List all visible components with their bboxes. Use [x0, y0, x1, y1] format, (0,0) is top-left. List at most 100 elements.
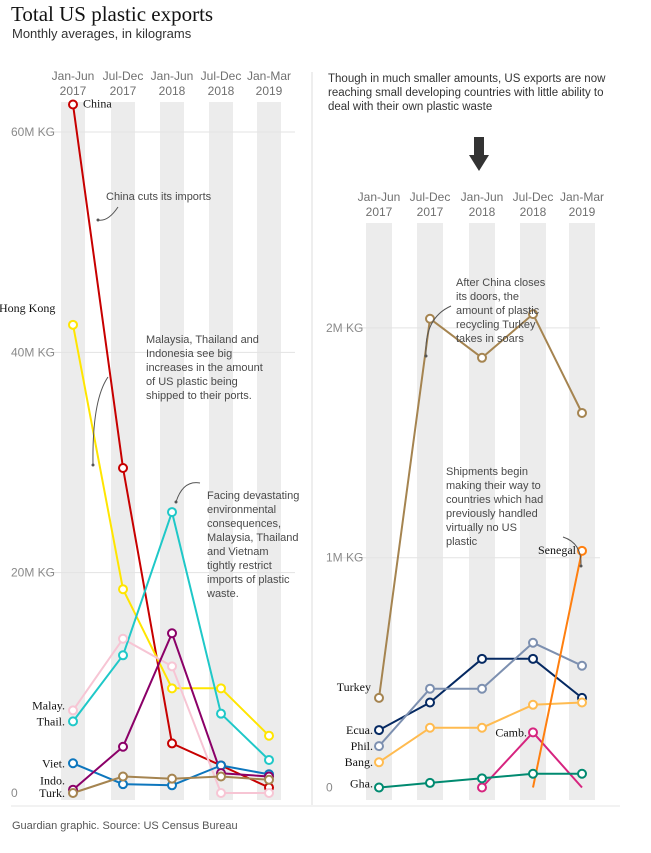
panel-2-series-label-senegal: Senegal: [538, 543, 577, 557]
panel-2-data-point-cambodia: [528, 727, 538, 738]
panel-1-period-band: [257, 102, 281, 800]
panel-2-annotation: After China closes its doors, the amount o…: [424, 277, 546, 358]
panel-2-annotation-line: making their way to: [446, 480, 541, 492]
panel-1-series-label-vietnam: Viet.: [42, 756, 65, 770]
panel-2-period-year: 2018: [469, 205, 496, 219]
panel-2-data-point-ghana: [528, 768, 538, 779]
panel-2-data-point-ghana: [477, 773, 487, 784]
panel-1-y-tick-label: 20M KG: [11, 566, 55, 580]
chart-title: Total US plastic exports: [11, 2, 214, 26]
panel-1-series-label-hong-kong: Hong Kong: [0, 301, 55, 315]
panel-2-annotation-line: amount of plastic: [456, 305, 540, 317]
panel-2-data-point-philippines: [577, 660, 587, 671]
panel-1-data-point-china: [68, 99, 78, 110]
panel-1-data-point-china: [167, 738, 177, 749]
panel-1-period-label: Jul-Dec: [103, 69, 144, 83]
panel-2-period-year: 2019: [569, 205, 596, 219]
panel-1-annotation-text: China cuts its imports: [106, 191, 212, 203]
panel-1-data-point-malaysia: [264, 788, 274, 798]
panel-2-series-line-senegal: [532, 550, 583, 788]
panel-2-data-point-bangladesh: [477, 722, 487, 733]
panel-2-annotation-line: Shipments begin: [446, 466, 528, 478]
panel-1-annotation-text: Malaysia, Thailand and Indonesia see big i…: [146, 334, 263, 402]
panel-1-period-band: [61, 102, 85, 800]
panel-2-data-point-ghana: [374, 782, 384, 793]
panel-1-annotation-line: Malaysia, Thailand: [207, 532, 299, 544]
panel-2-period-label: Jan-Jun: [461, 190, 504, 204]
panel-1-data-point-hong-kong: [68, 319, 78, 330]
panel-1-series-label-thailand: Thail.: [37, 714, 65, 728]
panel-1-data-point-thailand: [264, 754, 274, 765]
panel-1-data-point-malaysia: [118, 633, 128, 644]
panel-1-period-label: Jan-Mar: [247, 69, 291, 83]
panel-2-data-point-bangladesh: [528, 699, 538, 710]
panel-1-data-point-hong-kong: [264, 730, 274, 741]
panel-1-annotation-line: environmental: [207, 504, 276, 516]
panel-1-data-point-malaysia: [167, 661, 177, 672]
panel-1-data-point-turkey: [264, 774, 274, 785]
panel-2-annotation-text: After China closes its doors, the amount o…: [456, 277, 546, 345]
panel-2-data-point-ghana: [425, 777, 435, 788]
panel-2-annotation-line: virtually no US: [446, 522, 517, 534]
panel-1-period-label: Jan-Jun: [52, 69, 95, 83]
panel-1-annotation-arrow: [175, 482, 201, 503]
panel-2-period-label: Jan-Mar: [560, 190, 604, 204]
panel-2-annotation-arrowhead: [579, 564, 583, 568]
panel-2-data-point-ecuador: [425, 697, 435, 708]
chart-subtitle: Monthly averages, in kilograms: [12, 26, 192, 41]
panel-1-annotation-line: shipped to their ports.: [146, 390, 252, 402]
panel-1-annotation-line: imports of plastic: [207, 574, 290, 586]
panel-2-period-year: 2018: [520, 205, 547, 219]
panel-1-annotation-line: and Vietnam: [207, 546, 269, 558]
panel-1-annotation-arrow: [92, 376, 109, 466]
panel-2-y-tick-label: 0: [326, 781, 333, 795]
panel-2-data-point-philippines: [374, 741, 384, 752]
panel-2-series-label-turkey: Turkey: [337, 680, 371, 694]
panel-1-period-year: 2017: [60, 84, 87, 98]
panel-2-period-band: [469, 223, 495, 800]
panel-2-period-year: 2017: [366, 205, 393, 219]
panel-1-annotation-line: of US plastic being: [146, 376, 238, 388]
panel-2-annotation-line: its doors, the: [456, 291, 519, 303]
panel-1-series-label-indonesia: Indo.: [40, 774, 65, 788]
panel-2-data-point-turkey: [374, 692, 384, 703]
panel-2-period-label: Jan-Jun: [358, 190, 401, 204]
panel-2-data-point-ecuador: [528, 653, 538, 664]
panel-1-annotation-line: waste.: [206, 588, 239, 600]
panel-2-series-label-philippines: Phil.: [351, 739, 373, 753]
panel-1-annotation-line: increases in the amount: [146, 362, 263, 374]
panel-1-annotation-text: Facing devastating environmental consequen…: [206, 490, 299, 600]
panel-2-data-point-turkey: [425, 313, 435, 324]
panel-2-y-tick-label: 2M KG: [326, 321, 363, 335]
panel-1-data-point-thailand: [118, 650, 128, 661]
panel-1-period-year: 2018: [208, 84, 235, 98]
panel-1-series-label-malaysia: Malay.: [32, 698, 65, 712]
panel-1-annotation-arrowhead: [96, 218, 100, 222]
panel-2-data-point-ecuador: [374, 725, 384, 736]
panel-2-data-point-ecuador: [477, 653, 487, 664]
down-arrow-icon: [469, 137, 489, 171]
panel-1-data-point-turkey: [118, 771, 128, 782]
panel-2-annotation-text: Shipments begin making their way to countr…: [446, 466, 543, 548]
panel-1-annotation-arrow: [97, 206, 119, 221]
down-arrow-head: [469, 155, 489, 171]
panel-2-series-label-ghana: Gha.: [350, 777, 373, 791]
right-panel-intro-text: Though in much smaller amounts, US expor…: [328, 73, 606, 113]
panel-2-data-point-bangladesh: [425, 722, 435, 733]
panel-2-data-point-ghana: [577, 768, 587, 779]
panel-2-series-label-ecuador: Ecua.: [346, 723, 373, 737]
panel-1-data-point-hong-kong: [216, 683, 226, 694]
panel-1-data-point-thailand: [167, 507, 177, 518]
source-note: Guardian graphic. Source: US Census Bure…: [12, 820, 238, 832]
panel-2-series-label-bangladesh: Bang.: [345, 755, 373, 769]
panel-2-annotation-line: previously handled: [446, 508, 538, 520]
panel-1-data-point-vietnam: [68, 758, 78, 769]
panel-1-y-tick-label: 60M KG: [11, 125, 55, 139]
panel-2-annotation-line: countries which had: [446, 494, 543, 506]
panel-2-data-point-bangladesh: [577, 697, 587, 708]
panel-1-annotation-arrowhead: [91, 463, 95, 467]
panel-2-data-point-turkey: [528, 309, 538, 320]
panel-1-annotation-line: Facing devastating: [207, 490, 299, 502]
panel-2-annotation-line: recycling Turkey: [456, 319, 536, 331]
panel-1-period-label: Jul-Dec: [201, 69, 242, 83]
